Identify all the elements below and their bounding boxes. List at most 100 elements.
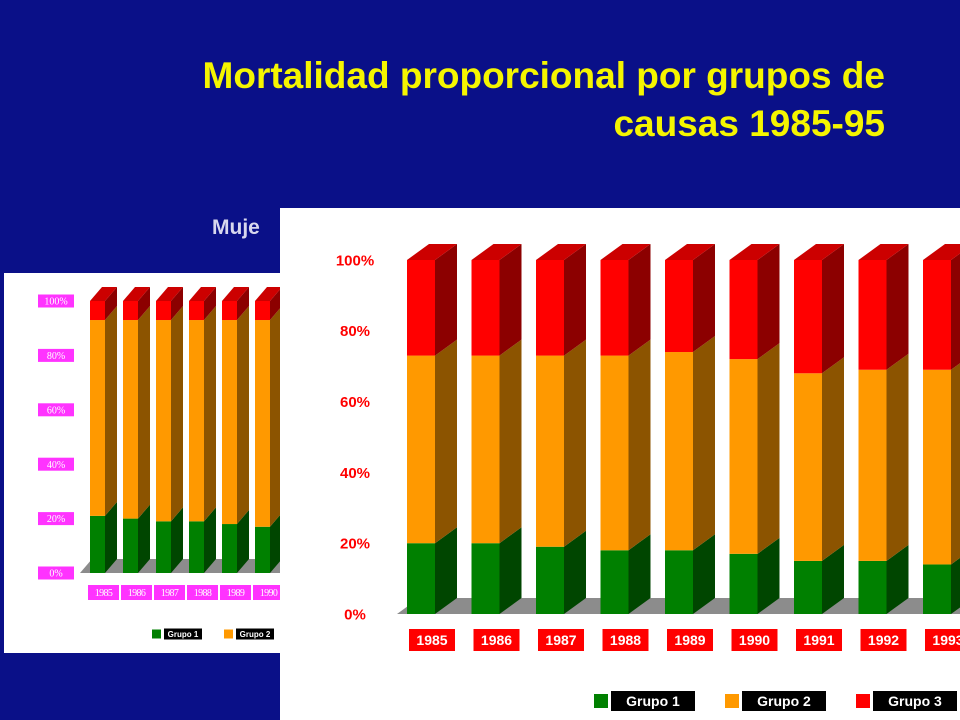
y-tick-label-bg <box>330 462 380 483</box>
bar-segment-side <box>435 339 457 544</box>
bar-segment-side <box>105 306 117 516</box>
bar-segment-side <box>628 244 651 356</box>
bar-segment-side <box>564 244 586 356</box>
bar-segment-side <box>171 287 183 321</box>
y-tick-label: 40% <box>340 465 370 482</box>
bar-segment-side <box>693 244 715 353</box>
y-tick-label: 0% <box>49 569 62 580</box>
bar-segment <box>123 518 138 573</box>
slide-subtitle: Muje <box>212 216 260 239</box>
bar-segment-side <box>499 339 522 544</box>
y-tick-label-bg <box>38 348 74 362</box>
bar-segment-side <box>204 287 216 321</box>
bar-segment-side <box>138 504 150 573</box>
bar-segment-side <box>270 512 282 573</box>
bar-segment <box>90 320 105 516</box>
bar-segment <box>858 260 887 370</box>
bar-segment <box>923 369 951 565</box>
x-tick-label: 1986 <box>128 588 146 599</box>
x-tick-label: 1987 <box>161 588 179 599</box>
bar-segment <box>189 301 204 321</box>
bar-segment-side <box>822 544 844 614</box>
bar-segment <box>665 550 693 614</box>
bar-segment <box>156 301 171 321</box>
y-tick-label-bg <box>38 512 74 526</box>
bar-segment-side <box>628 534 651 614</box>
y-tick-label: 80% <box>47 351 65 362</box>
legend-label: Grupo 2 <box>240 630 271 639</box>
x-tick-label-bg <box>860 629 907 651</box>
legend-label-bg <box>164 628 202 640</box>
y-tick-label: 40% <box>47 460 65 471</box>
x-tick-label-bg <box>538 629 584 651</box>
bar-segment <box>536 260 564 356</box>
bar-top <box>222 287 249 301</box>
y-tick-label: 100% <box>336 252 374 269</box>
x-tick-label-bg <box>154 585 185 600</box>
bar-segment <box>255 301 270 321</box>
bar-segment <box>923 564 951 614</box>
bar-segment-side <box>237 306 249 525</box>
bar-segment <box>471 355 500 544</box>
bar-segment <box>600 355 629 551</box>
x-tick-label: 1988 <box>610 632 641 648</box>
x-tick-label-bg <box>409 629 455 651</box>
bar-segment-side <box>757 537 780 614</box>
x-tick-label-bg <box>187 585 218 600</box>
bar-segment-side <box>564 530 586 614</box>
x-tick-label-bg <box>88 585 119 600</box>
bar-segment-side <box>693 336 715 551</box>
y-tick-label-bg <box>330 250 380 270</box>
bar-segment <box>123 320 138 519</box>
y-tick-label-bg <box>330 604 380 624</box>
bar-segment <box>407 260 435 356</box>
large-stacked-bar-chart: 0% 20% 40% 60% 80% 100% 1985 1986 1987 1988 1989 19… <box>330 244 960 711</box>
bar-segment <box>471 543 500 614</box>
bar-segment-side <box>171 507 183 573</box>
small-chart-panel: 0% 20% 40% 60% 80% 100% 1985 1986 1987 1988 1989 19… <box>4 273 304 653</box>
bar-segment <box>600 260 629 356</box>
bar-segment <box>536 355 564 547</box>
bar-top <box>858 244 909 260</box>
x-tick-label-bg <box>796 629 842 651</box>
bar-segment <box>156 521 171 573</box>
x-tick-label: 1987 <box>545 632 576 648</box>
bar-segment <box>407 355 435 544</box>
bar-segment-side <box>499 527 522 614</box>
y-tick-label: 0% <box>344 606 366 623</box>
small-stacked-bar-chart: 0% 20% 40% 60% 80% 100% 1985 1986 1987 1988 1989 19… <box>38 287 294 640</box>
legend-swatch <box>725 694 739 708</box>
bar-segment-side <box>757 343 780 554</box>
x-tick-label: 1992 <box>868 632 899 648</box>
bar-segment-side <box>105 287 117 321</box>
y-tick-label: 80% <box>340 323 370 340</box>
bar-top <box>90 287 117 301</box>
bar-segment-side <box>204 507 216 573</box>
bar-top <box>123 287 150 301</box>
bar-segment-side <box>270 306 282 527</box>
x-tick-label: 1986 <box>481 632 512 648</box>
bar-segment-side <box>435 527 457 614</box>
legend-swatch <box>594 694 608 708</box>
legend-label-bg <box>742 691 826 711</box>
bar-segment-side <box>237 510 249 573</box>
bar-top <box>665 244 715 260</box>
bar-top <box>600 244 651 260</box>
x-tick-label-bg <box>667 629 713 651</box>
bar-segment <box>156 320 171 522</box>
x-tick-label-bg <box>220 585 251 600</box>
y-tick-label-bg <box>330 320 380 341</box>
bar-segment <box>794 373 822 561</box>
bar-top <box>794 244 844 260</box>
bar-segment <box>600 550 629 614</box>
bar-segment-side <box>105 501 117 573</box>
y-tick-label: 20% <box>47 514 65 525</box>
bar-top <box>729 244 780 260</box>
bar-segment <box>189 521 204 573</box>
y-tick-label: 100% <box>44 297 67 308</box>
legend-swatch <box>856 694 870 708</box>
y-tick-label: 60% <box>47 405 65 416</box>
bar-segment-side <box>886 544 909 614</box>
bar-top <box>536 244 586 260</box>
x-tick-label: 1989 <box>674 632 705 648</box>
